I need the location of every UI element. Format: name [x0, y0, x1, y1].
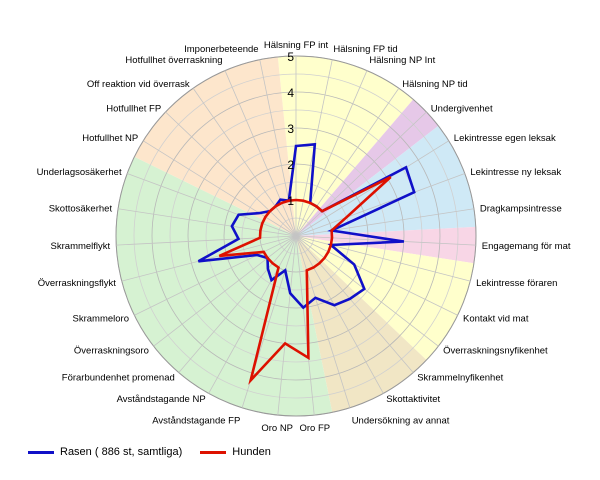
category-label-18: Avståndstagande NP	[117, 394, 206, 405]
spoke-9	[295, 235, 471, 282]
legend-label-rasen: Rasen ( 886 st, samtliga)	[60, 446, 183, 458]
category-label-11: Överraskningsnyfikenhet	[443, 345, 548, 356]
spoke-21	[134, 235, 297, 316]
category-label-10: Kontakt vid mat	[463, 313, 529, 324]
legend-swatch-hunden	[200, 450, 227, 454]
spoke-28	[192, 88, 297, 237]
spoke-25	[127, 173, 297, 237]
spoke-18	[208, 235, 297, 394]
legend-item-rasen: Rasen ( 886 st, samtliga)	[28, 446, 182, 458]
spoke-20	[153, 235, 297, 347]
category-label-30: Imponerbeteende	[184, 44, 258, 55]
category-label-22: Överraskningsflykt	[38, 278, 116, 289]
category-label-28: Off reaktion vid överrask	[87, 79, 190, 90]
legend: Rasen ( 886 st, samtliga) Hunden	[28, 446, 271, 458]
spoke-11	[295, 235, 439, 347]
spoke-19	[178, 235, 297, 373]
tick-label-4: 4	[287, 86, 294, 100]
spoke-5	[295, 140, 449, 237]
category-label-27: Hotfullhet FP	[106, 103, 161, 114]
radar-grid	[115, 55, 477, 417]
tick-label-3: 3	[287, 122, 294, 136]
sector-3	[296, 226, 477, 264]
sector-5	[296, 236, 427, 413]
category-label-0: Hälsning FP int	[264, 40, 329, 51]
sector-7	[134, 56, 296, 236]
category-label-1: Hälsning FP tid	[333, 44, 397, 55]
category-label-29: Hotfullhet överraskning	[125, 55, 222, 66]
category-label-25: Underlagsosäkerhet	[37, 167, 122, 178]
series-line-1	[218, 175, 392, 385]
category-label-21: Skrammeloro	[73, 313, 130, 324]
category-label-12: Skrammelnyfikenhet	[417, 373, 503, 384]
category-label-7: Dragkampsintresse	[480, 203, 562, 214]
category-label-8: Engagemang för mat	[482, 241, 571, 252]
category-label-19: Förarbundenhet promenad	[62, 373, 175, 384]
category-label-13: Skottaktivitet	[386, 394, 440, 405]
category-label-23: Skrammelflykt	[51, 241, 111, 252]
spoke-2	[295, 70, 368, 237]
category-label-26: Hotfullhet NP	[82, 133, 138, 144]
category-label-17: Avståndstagande FP	[152, 416, 240, 427]
spoke-16	[277, 235, 297, 416]
legend-swatch-rasen	[28, 450, 54, 454]
spoke-14	[295, 235, 351, 408]
category-label-14: Undersökning av annat	[352, 416, 450, 427]
spoke-7	[295, 208, 474, 237]
spoke-24	[118, 208, 297, 237]
spoke-26	[143, 140, 297, 237]
category-label-16: Oro NP	[261, 423, 293, 434]
category-label-20: Överraskningsoro	[74, 345, 149, 356]
category-label-6: Lekintresse ny leksak	[470, 167, 561, 178]
spoke-8	[295, 235, 476, 246]
series-line-0	[197, 142, 416, 310]
spoke-10	[295, 235, 458, 316]
legend-label-hunden: Hunden	[232, 446, 271, 458]
spoke-6	[295, 173, 465, 237]
radar-series	[197, 142, 416, 385]
spoke-3	[295, 88, 400, 237]
category-label-5: Lekintresse egen leksak	[454, 133, 556, 144]
spoke-15	[295, 235, 315, 416]
tick-label-1: 1	[287, 194, 294, 208]
spoke-27	[165, 111, 297, 237]
category-label-4: Undergivenhet	[431, 103, 493, 114]
tick-label-5: 5	[287, 50, 294, 64]
category-label-9: Lekintresse föraren	[476, 278, 557, 289]
spoke-23	[116, 235, 297, 246]
category-label-24: Skottosäkerhet	[49, 203, 113, 214]
radial-ticks: 1 2 3 4 5	[287, 50, 294, 208]
spoke-29	[224, 70, 297, 237]
category-label-15: Oro FP	[299, 423, 330, 434]
spoke-4	[295, 111, 427, 237]
spoke-22	[121, 235, 297, 282]
spoke-12	[295, 235, 414, 373]
spoke-13	[295, 235, 384, 394]
tick-label-2: 2	[287, 158, 294, 172]
category-label-3: Hälsning NP tid	[402, 79, 467, 90]
legend-item-hunden: Hunden	[200, 446, 271, 458]
category-label-2: Hälsning NP Int	[369, 55, 435, 66]
spoke-30	[259, 59, 297, 237]
